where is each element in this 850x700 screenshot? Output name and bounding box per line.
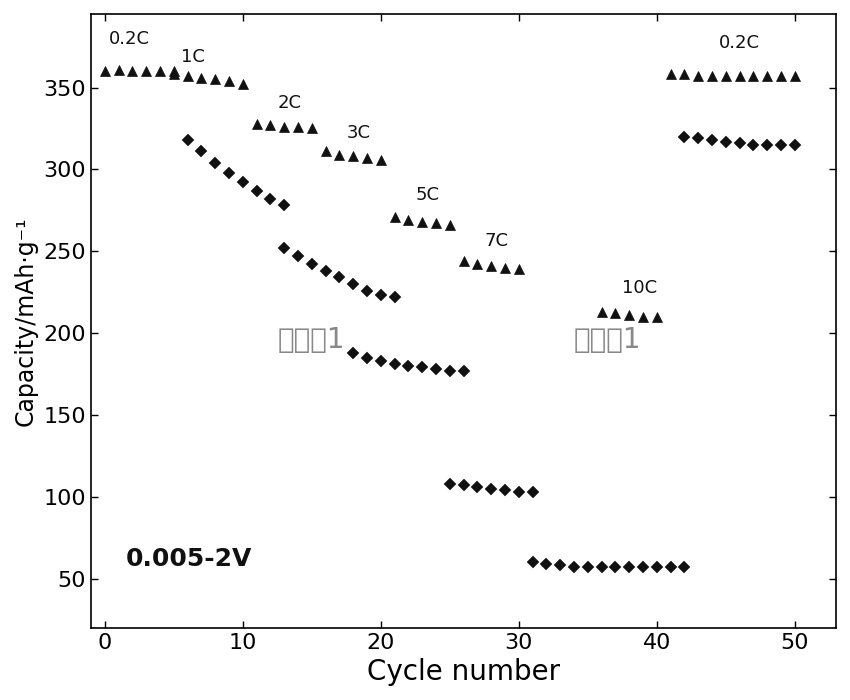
Text: 对比例1: 对比例1 [277,326,345,354]
Text: 3C: 3C [346,124,371,141]
Y-axis label: Capacity/mAh·g⁻¹: Capacity/mAh·g⁻¹ [14,216,38,426]
Text: 2C: 2C [277,94,301,112]
Text: 10C: 10C [622,279,657,297]
Text: 0.005-2V: 0.005-2V [126,547,252,571]
Text: 0.2C: 0.2C [109,30,150,48]
Text: 实施例1: 实施例1 [574,326,642,354]
Text: 1C: 1C [181,48,205,66]
Text: 5C: 5C [415,186,439,204]
Text: 7C: 7C [484,232,508,250]
Text: 0.2C: 0.2C [719,34,760,52]
X-axis label: Cycle number: Cycle number [367,658,560,686]
